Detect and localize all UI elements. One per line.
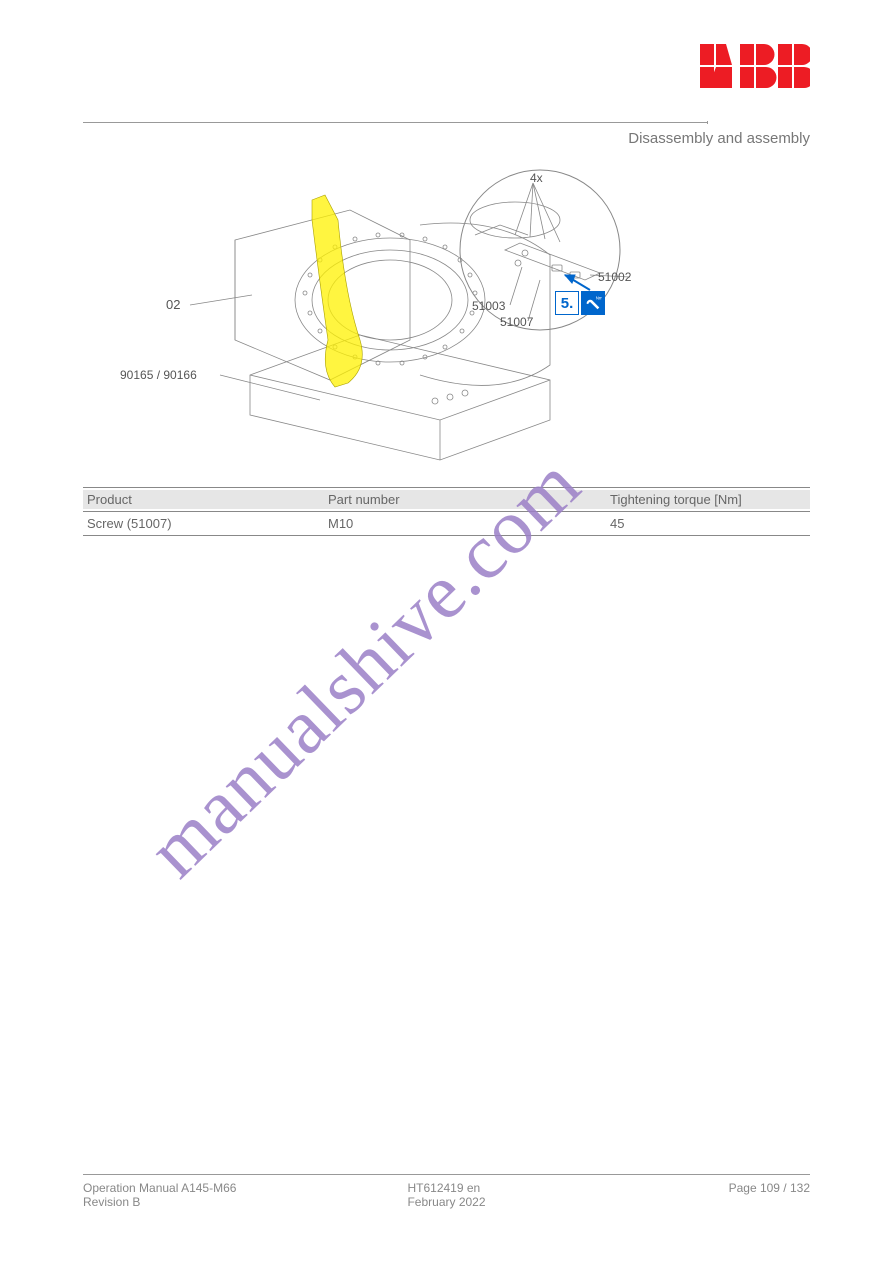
section-heading: Disassembly and assembly bbox=[628, 130, 810, 147]
footer-left: Operation Manual A145-M66 Revision B bbox=[83, 1181, 236, 1209]
header-rule bbox=[83, 122, 810, 123]
torque-table: Product Part number Tightening torque [N… bbox=[83, 485, 810, 538]
table-cell: Screw (51007) bbox=[83, 516, 328, 531]
callout-51007: 51007 bbox=[500, 315, 533, 329]
footer-revision: Revision B bbox=[83, 1195, 236, 1209]
table-col-partnumber: Part number bbox=[328, 492, 610, 507]
table-cell: 45 bbox=[610, 516, 810, 531]
footer: Operation Manual A145-M66 Revision B HT6… bbox=[83, 1181, 810, 1209]
footer-page: Page 109 / 132 bbox=[729, 1181, 810, 1209]
callout-4x: 4x bbox=[530, 171, 543, 185]
technical-diagram: 02 90165 / 90166 4x 51002 51003 51007 5.… bbox=[120, 165, 720, 475]
step-number-badge: 5. bbox=[555, 291, 579, 315]
callout-90165: 90165 / 90166 bbox=[120, 368, 197, 382]
callout-51002: 51002 bbox=[598, 270, 631, 284]
footer-doc-number: HT612419 en bbox=[407, 1181, 485, 1195]
footer-rule bbox=[83, 1174, 810, 1175]
table-col-product: Product bbox=[83, 492, 328, 507]
table-header-row: Product Part number Tightening torque [N… bbox=[83, 490, 810, 509]
callout-51003: 51003 bbox=[472, 299, 505, 313]
table-col-torque: Tightening torque [Nm] bbox=[610, 492, 810, 507]
table-cell: M10 bbox=[328, 516, 610, 531]
header-rule-gap bbox=[707, 121, 810, 124]
svg-text:Nm: Nm bbox=[596, 295, 602, 300]
torque-icon: Nm bbox=[581, 291, 605, 315]
footer-manual-title: Operation Manual A145-M66 bbox=[83, 1181, 236, 1195]
diagram-svg bbox=[120, 165, 720, 475]
footer-date: February 2022 bbox=[407, 1195, 485, 1209]
abb-logo bbox=[700, 44, 810, 88]
callout-02: 02 bbox=[166, 297, 180, 312]
table-row: Screw (51007) M10 45 bbox=[83, 514, 810, 533]
footer-center: HT612419 en February 2022 bbox=[407, 1181, 485, 1209]
